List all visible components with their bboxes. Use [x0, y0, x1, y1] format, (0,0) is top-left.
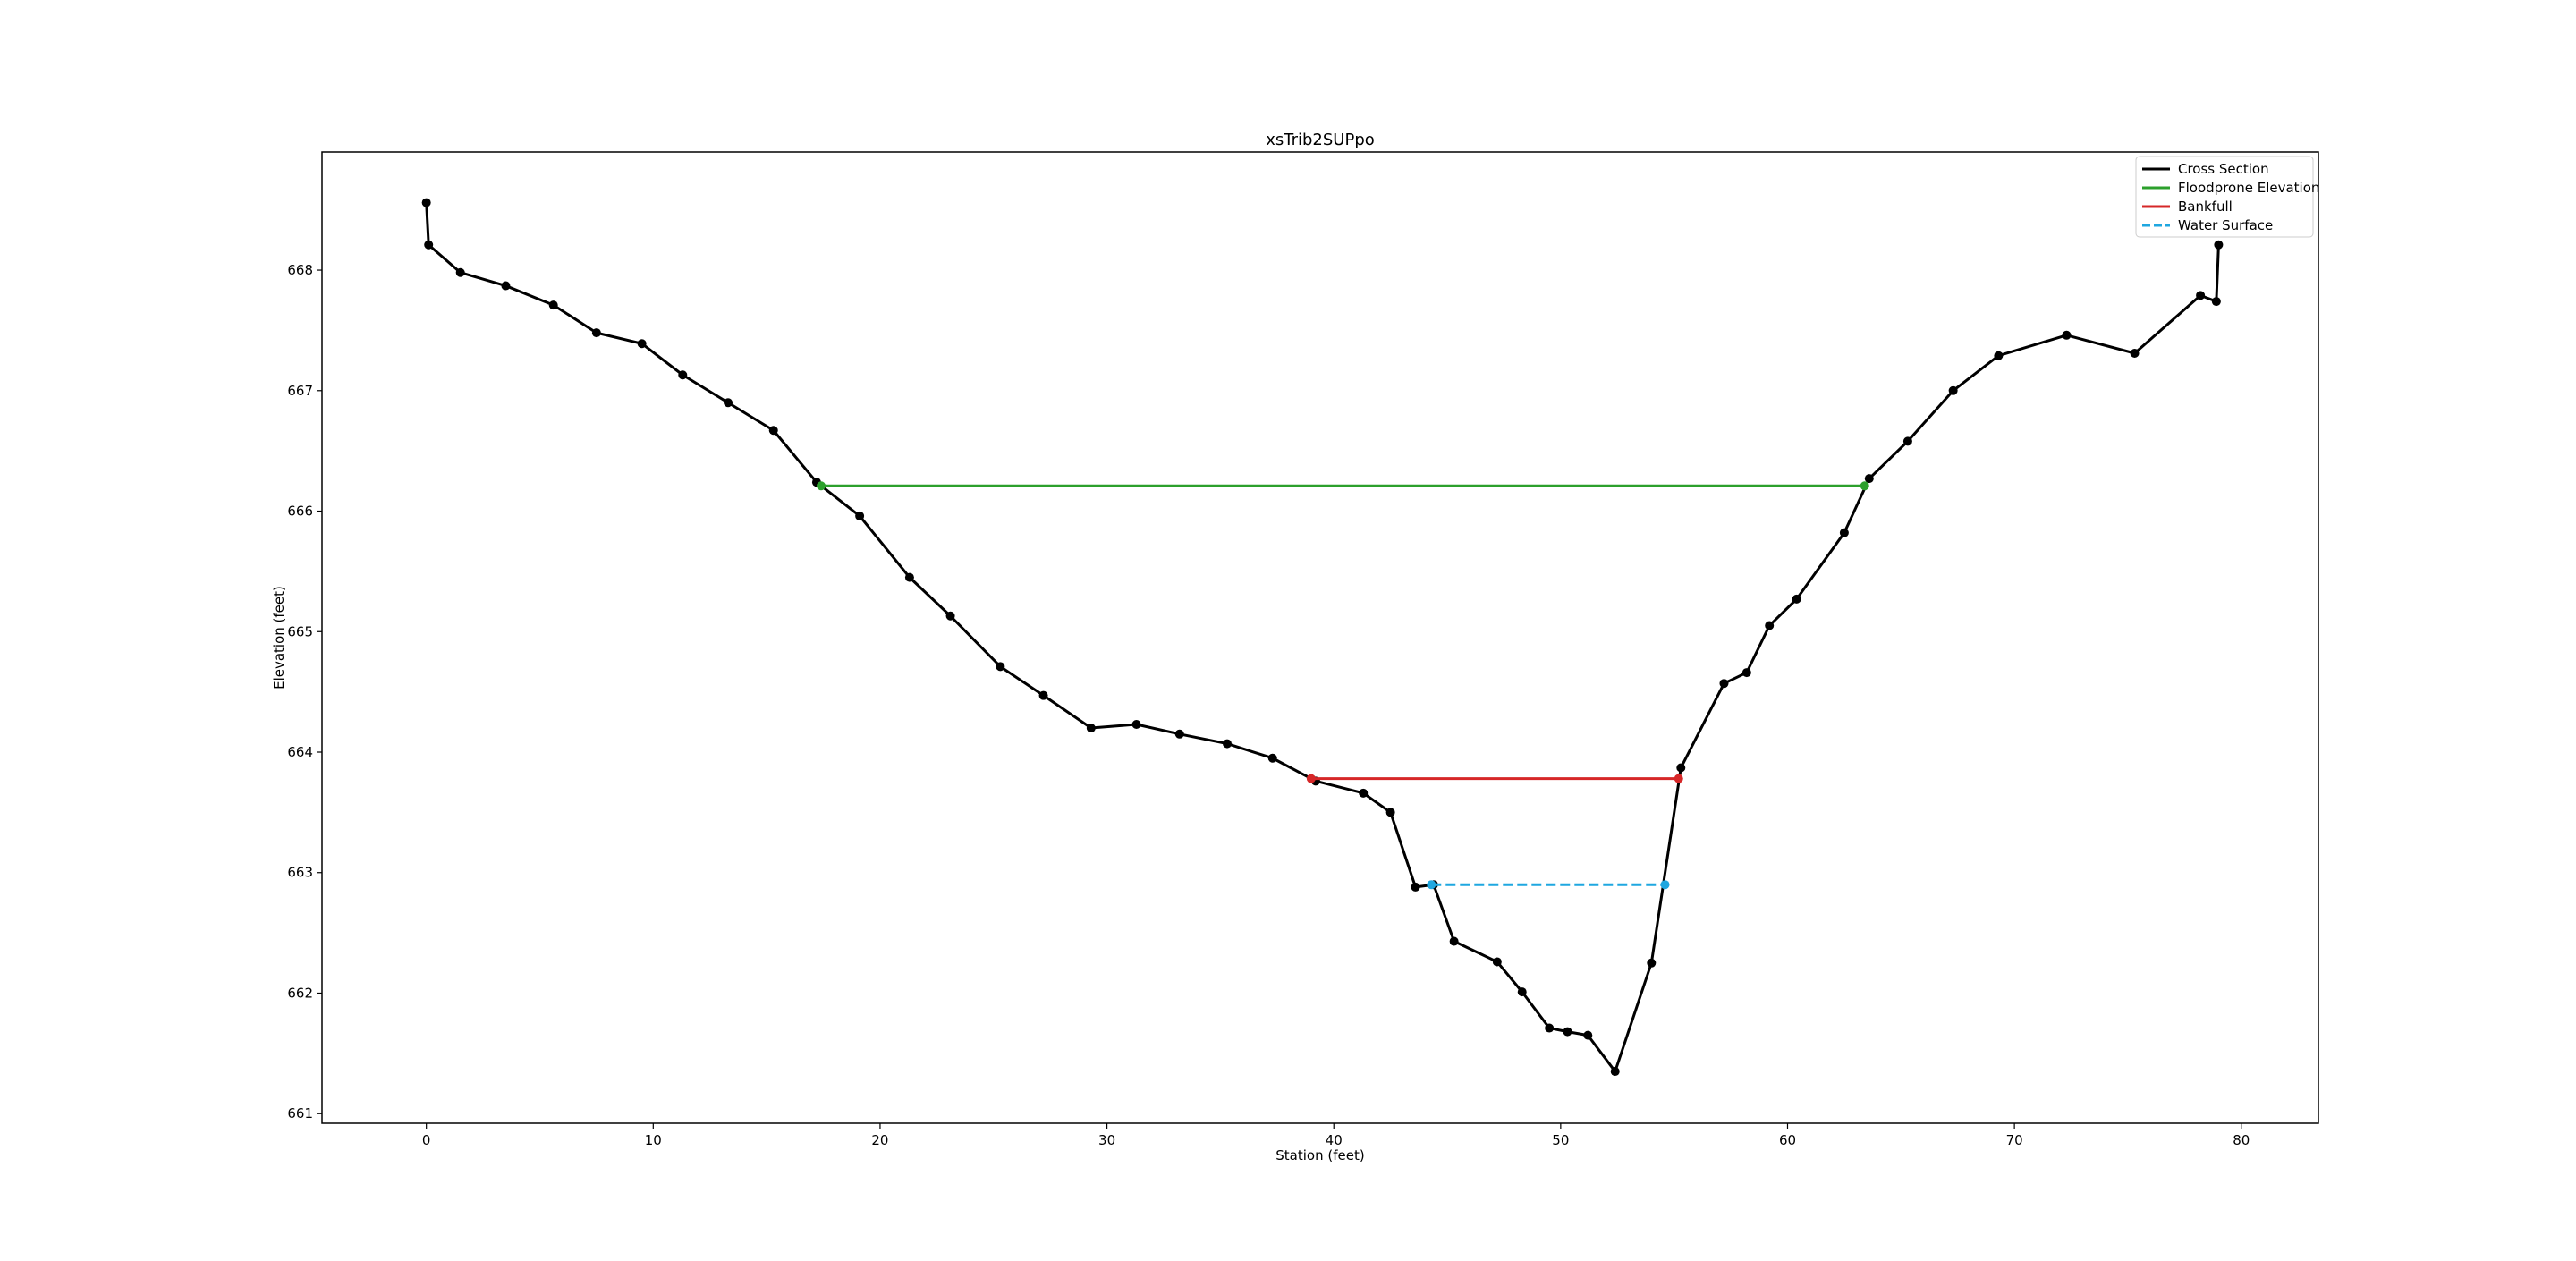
- data-point: [678, 370, 688, 380]
- y-axis-label: Elevation (feet): [271, 586, 287, 690]
- data-point: [1038, 690, 1048, 700]
- data-point: [996, 662, 1005, 672]
- data-point: [1385, 808, 1395, 817]
- x-tick-label: 70: [2006, 1132, 2023, 1148]
- y-tick-label: 661: [287, 1105, 313, 1121]
- data-point: [1517, 987, 1527, 997]
- series-water-surface: [1427, 880, 1670, 890]
- data-point: [1839, 528, 1849, 537]
- data-point: [1563, 1027, 1572, 1037]
- data-point: [1674, 774, 1683, 783]
- data-point: [1449, 936, 1459, 946]
- data-point: [501, 281, 511, 291]
- data-point: [904, 572, 914, 582]
- plot-frame: [321, 151, 2319, 1124]
- x-axis: 0 10 20 30 40 50 60 70 80: [422, 1123, 2250, 1148]
- data-point: [1223, 739, 1233, 749]
- data-point: [591, 328, 601, 338]
- x-tick-label: 10: [645, 1132, 662, 1148]
- x-tick-label: 40: [1326, 1132, 1343, 1148]
- x-axis-label: Station (feet): [1275, 1147, 1364, 1164]
- data-point: [1131, 720, 1141, 730]
- legend-label: Water Surface: [2178, 217, 2273, 233]
- data-point: [945, 611, 955, 621]
- data-point: [1583, 1030, 1593, 1040]
- data-point: [1765, 621, 1775, 630]
- series-cross-section: [421, 198, 2224, 1077]
- y-tick-label: 662: [287, 985, 313, 1001]
- data-point: [1411, 882, 1420, 892]
- data-point: [2214, 240, 2224, 250]
- legend-box: [2135, 156, 2314, 238]
- data-point: [2130, 349, 2140, 359]
- data-point: [424, 240, 434, 250]
- data-point: [1660, 880, 1670, 890]
- legend-entries: Cross Section Floodprone Elevation Bankful…: [2142, 161, 2319, 233]
- data-point: [637, 339, 647, 349]
- y-axis: 661 662 663 664 665 666 667 668: [287, 262, 322, 1121]
- data-point: [1994, 351, 2004, 360]
- data-point: [1492, 957, 1502, 967]
- data-point: [1864, 474, 1874, 484]
- data-point: [1860, 481, 1869, 491]
- x-tick-label: 60: [1779, 1132, 1796, 1148]
- data-point: [855, 511, 865, 520]
- data-point: [1741, 668, 1751, 678]
- data-point: [1427, 880, 1436, 890]
- data-point: [768, 426, 778, 436]
- series-bankfull: [1306, 774, 1683, 783]
- data-point: [421, 198, 431, 207]
- x-tick-label: 20: [871, 1132, 888, 1148]
- data-point: [548, 300, 558, 310]
- legend-label: Cross Section: [2178, 161, 2269, 177]
- x-tick-label: 30: [1098, 1132, 1115, 1148]
- data-point: [455, 267, 465, 277]
- x-tick-label: 0: [422, 1132, 431, 1148]
- legend-label: Floodprone Elevation: [2178, 180, 2319, 196]
- data-point: [1359, 788, 1368, 798]
- plot-area: [321, 151, 2319, 1124]
- data-point: [1545, 1023, 1555, 1033]
- y-tick-label: 663: [287, 865, 313, 881]
- data-point: [1267, 753, 1277, 763]
- x-tick-label: 80: [2233, 1132, 2250, 1148]
- y-tick-label: 668: [287, 262, 313, 278]
- data-point: [1647, 958, 1657, 968]
- data-point: [1610, 1067, 1620, 1077]
- data-point: [2062, 330, 2072, 340]
- y-tick-label: 665: [287, 623, 313, 639]
- data-point: [2211, 297, 2221, 307]
- data-point: [1792, 594, 1801, 604]
- data-point: [817, 481, 826, 491]
- y-tick-label: 666: [287, 504, 313, 520]
- y-tick-label: 664: [287, 744, 313, 760]
- x-tick-label: 50: [1552, 1132, 1569, 1148]
- series-group: [421, 198, 2224, 1077]
- series-floodprone-elevation: [817, 481, 1869, 491]
- data-point: [2196, 291, 2206, 300]
- data-point: [1719, 679, 1729, 689]
- y-tick-label: 667: [287, 383, 313, 399]
- chart-title: xsTrib2SUPpo: [1266, 131, 1375, 149]
- data-point: [1174, 729, 1184, 739]
- legend: Cross Section Floodprone Elevation Bankful…: [2135, 156, 2319, 238]
- data-point: [1676, 763, 1686, 773]
- data-point: [1902, 436, 1912, 446]
- data-point: [1948, 385, 1958, 395]
- data-point: [724, 398, 733, 408]
- data-point: [1086, 724, 1096, 733]
- data-point: [1306, 774, 1316, 783]
- legend-label: Bankfull: [2178, 199, 2233, 215]
